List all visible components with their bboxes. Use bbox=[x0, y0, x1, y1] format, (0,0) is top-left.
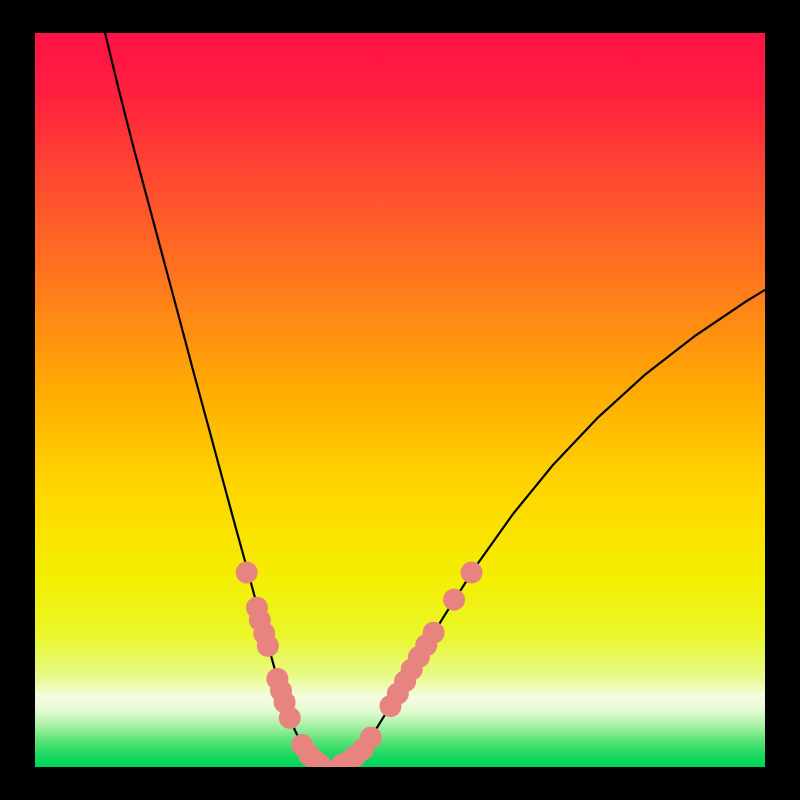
data-dot bbox=[360, 727, 382, 749]
gradient-background bbox=[35, 33, 765, 767]
data-dot bbox=[236, 561, 258, 583]
data-dot bbox=[443, 589, 465, 611]
data-dot bbox=[279, 707, 301, 729]
data-dot bbox=[423, 622, 445, 644]
chart-svg bbox=[0, 0, 800, 800]
data-dot bbox=[257, 635, 279, 657]
data-dot bbox=[461, 561, 483, 583]
stage: TheBottleneck.com bbox=[0, 0, 800, 800]
